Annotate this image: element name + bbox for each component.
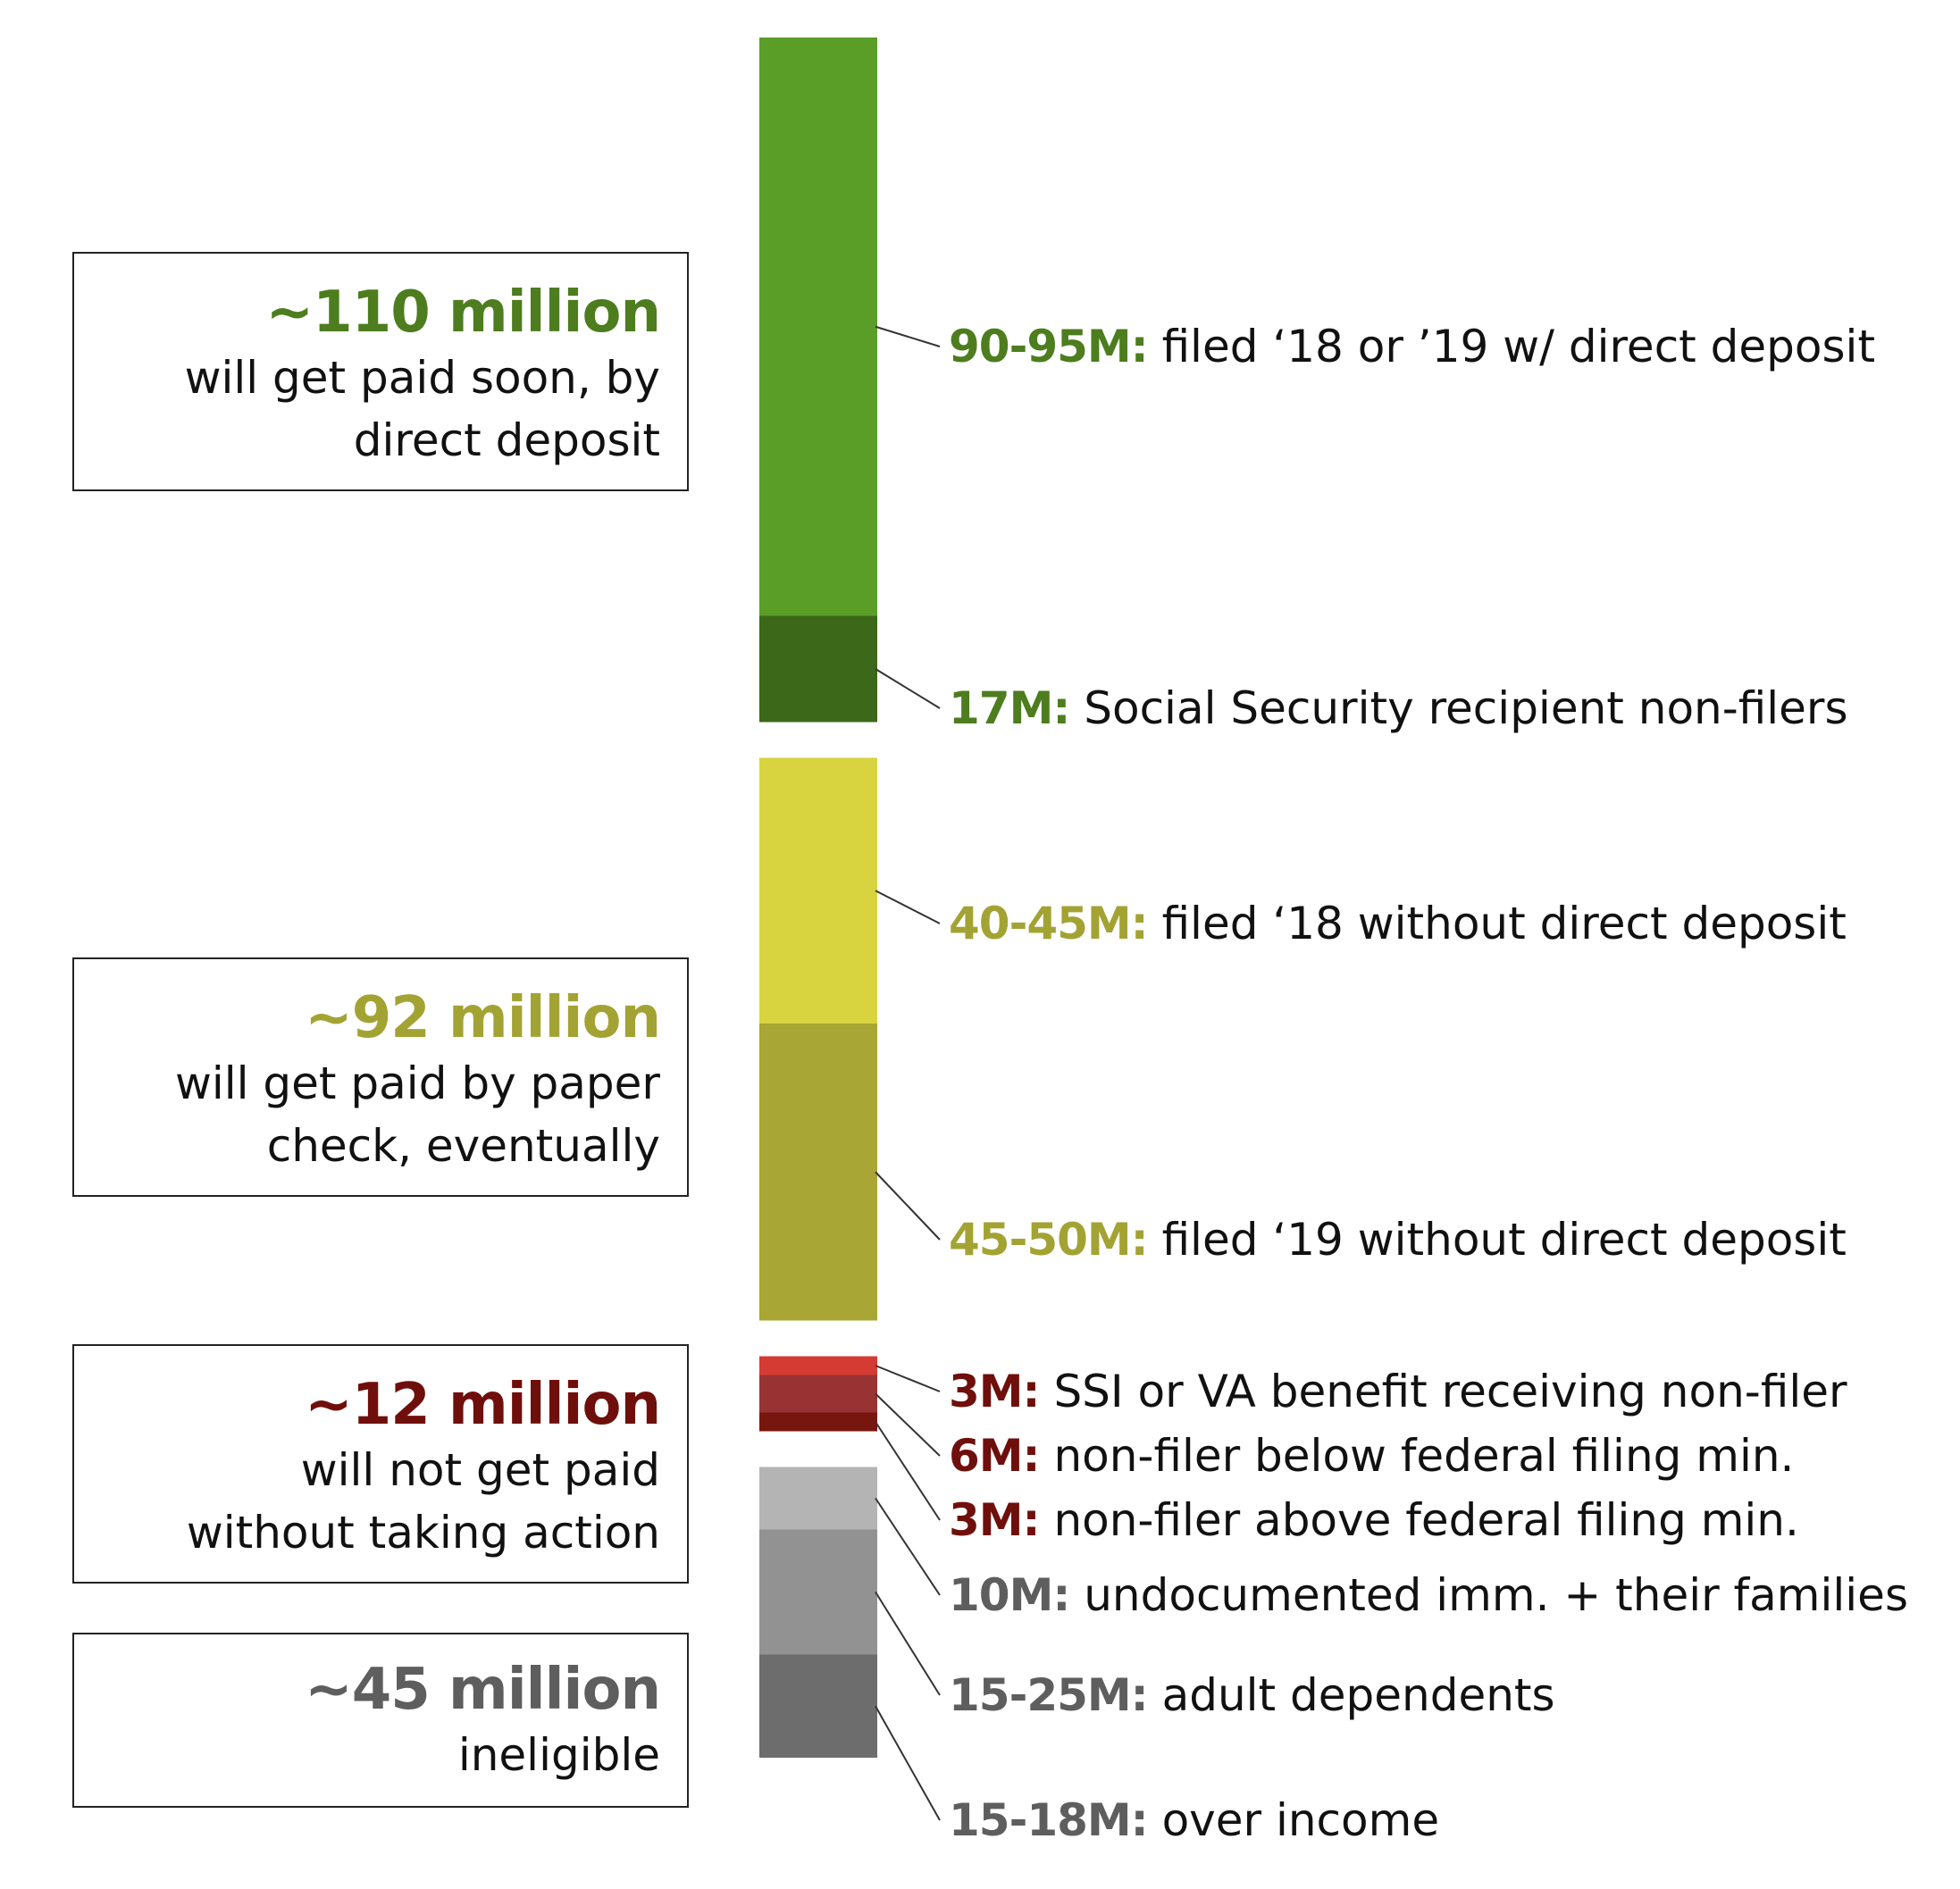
- group-description: will get paid by paper: [174, 1057, 660, 1109]
- leader-line-0: [875, 325, 941, 347]
- leader-line-5: [875, 1392, 941, 1457]
- segment-label-7: 10M: undocumented imm. + their families: [949, 1568, 1908, 1622]
- segment-amount: 40-45M:: [949, 898, 1149, 949]
- bar-segment-4: [759, 1356, 877, 1375]
- segment-text: undocumented imm. + their families: [1069, 1569, 1908, 1621]
- segment-amount: 10M:: [949, 1569, 1070, 1621]
- bar-segment-3: [759, 1024, 877, 1321]
- segment-amount: 15-18M:: [949, 1794, 1149, 1846]
- leader-line-6: [875, 1421, 941, 1521]
- segment-text: filed ‘18 or ’19 w/ direct deposit: [1147, 321, 1876, 372]
- group-description: without taking action: [186, 1507, 660, 1559]
- leader-line-7: [875, 1497, 941, 1596]
- group-box-no_action: ~12 million will not get paid without taki…: [72, 1344, 689, 1584]
- bar-segment-9: [759, 1654, 877, 1758]
- bar-segment-6: [759, 1412, 877, 1432]
- group-description: ineligible: [457, 1729, 660, 1781]
- leader-line-8: [875, 1591, 941, 1696]
- bar-segment-1: [759, 615, 877, 723]
- group-total: ~45 million: [305, 1657, 661, 1723]
- leader-line-4: [875, 1365, 941, 1392]
- segment-label-9: 15-18M: over income: [949, 1793, 1439, 1847]
- bar-segment-5: [759, 1375, 877, 1413]
- segment-text: Social Security recipient non-filers: [1069, 682, 1848, 734]
- group-box-paper_check: ~92 million will get paid by paper check, …: [72, 957, 689, 1197]
- segment-amount: 6M:: [949, 1430, 1041, 1482]
- segment-label-4: 3M: SSI or VA benefit receiving non-file…: [949, 1365, 1847, 1418]
- segment-amount: 17M:: [949, 682, 1070, 734]
- group-description: will not get paid: [300, 1444, 660, 1496]
- segment-text: non-filer above federal filing min.: [1039, 1494, 1799, 1546]
- group-description: will get paid soon, by: [184, 352, 660, 404]
- leader-line-1: [875, 668, 941, 709]
- bar-segment-7: [759, 1467, 877, 1530]
- group-total: ~110 million: [265, 280, 661, 346]
- leader-line-2: [875, 890, 941, 924]
- group-box-direct_deposit: ~110 million will get paid soon, by direct…: [72, 252, 689, 491]
- segment-label-6: 3M: non-filer above federal filing min.: [949, 1493, 1799, 1547]
- segment-text: SSI or VA benefit receiving non-filer: [1039, 1366, 1847, 1417]
- group-total: ~92 million: [305, 985, 661, 1051]
- segment-amount: 90-95M:: [949, 321, 1149, 372]
- bar-segment-0: [759, 38, 877, 616]
- segment-text: adult dependents: [1147, 1669, 1555, 1721]
- leader-line-3: [875, 1171, 941, 1241]
- group-description: direct deposit: [353, 414, 660, 466]
- segment-label-2: 40-45M: filed ‘18 without direct deposit: [949, 897, 1847, 950]
- segment-text: filed ‘19 without direct deposit: [1147, 1214, 1847, 1266]
- segment-label-3: 45-50M: filed ‘19 without direct deposit: [949, 1213, 1847, 1266]
- segment-amount: 45-50M:: [949, 1214, 1149, 1266]
- segment-text: filed ‘18 without direct deposit: [1147, 898, 1847, 949]
- segment-label-8: 15-25M: adult dependents: [949, 1668, 1555, 1722]
- bar-segment-2: [759, 757, 877, 1024]
- segment-amount: 3M:: [949, 1494, 1041, 1546]
- segment-label-1: 17M: Social Security recipient non-filer…: [949, 681, 1848, 735]
- bar-segment-8: [759, 1529, 877, 1655]
- segment-text: over income: [1147, 1794, 1440, 1846]
- leader-line-9: [875, 1705, 941, 1821]
- group-total: ~12 million: [305, 1372, 661, 1438]
- group-box-ineligible: ~45 million ineligible: [72, 1633, 689, 1808]
- segment-label-0: 90-95M: filed ‘18 or ’19 w/ direct depos…: [949, 320, 1875, 373]
- segment-amount: 3M:: [949, 1366, 1041, 1417]
- segment-label-5: 6M: non-filer below federal filing min.: [949, 1429, 1794, 1483]
- group-description: check, eventually: [266, 1120, 660, 1172]
- segment-amount: 15-25M:: [949, 1669, 1149, 1721]
- segment-text: non-filer below federal filing min.: [1039, 1430, 1795, 1482]
